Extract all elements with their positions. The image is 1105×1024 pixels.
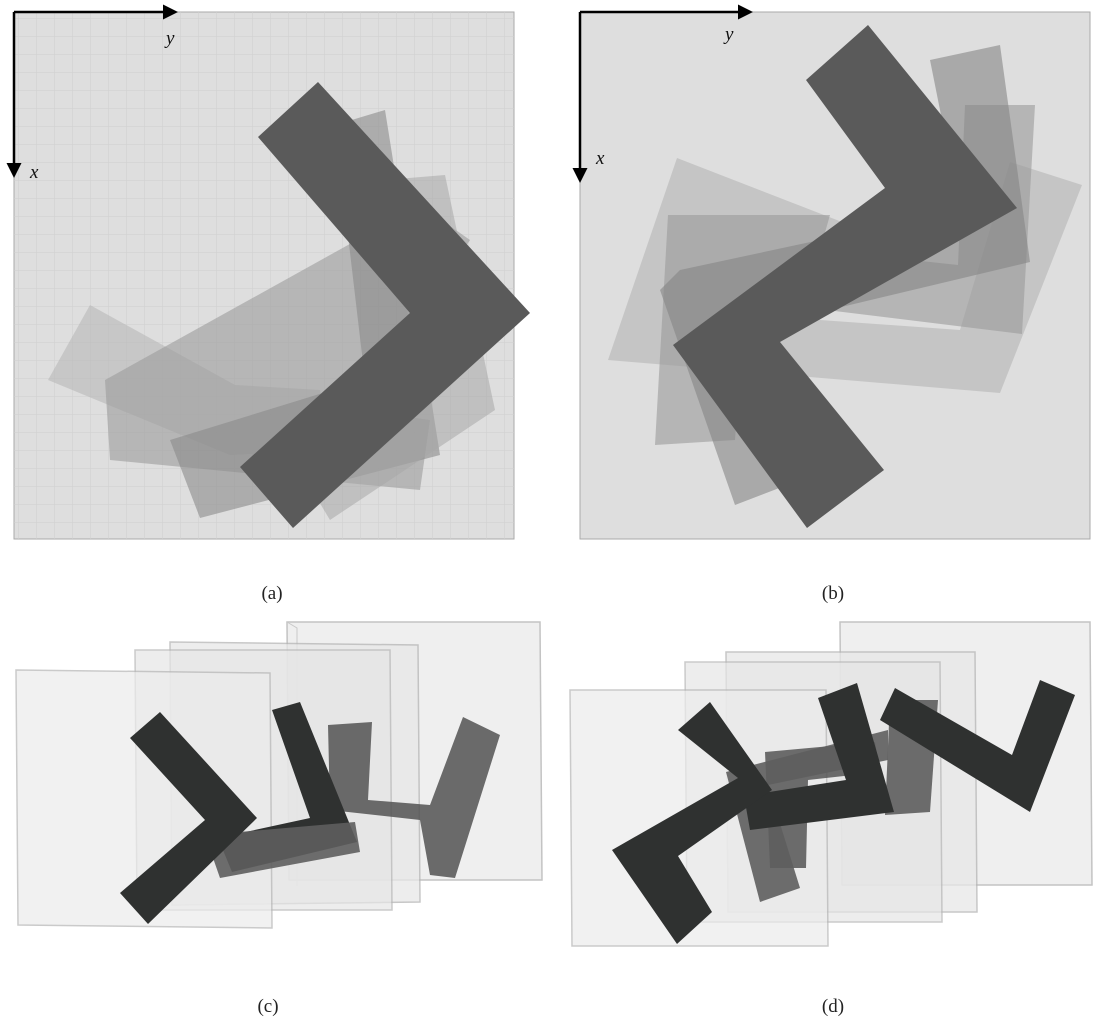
panel-a-caption: (a) bbox=[261, 583, 283, 604]
panel-a bbox=[6, 4, 530, 540]
panel-d-shape-4b bbox=[880, 680, 1075, 812]
panel-d-shape-2b bbox=[744, 683, 894, 830]
panel-b-y-axis-label: y bbox=[725, 24, 734, 45]
panel-c-shape-4 bbox=[328, 717, 500, 878]
panel-b-caption: (b) bbox=[821, 583, 845, 604]
panel-a-x-axis-label: x bbox=[30, 162, 39, 183]
panel-d-shape-1 bbox=[612, 702, 772, 944]
panel-a-y-axis-label: y bbox=[166, 28, 175, 49]
panel-c-caption: (c) bbox=[257, 996, 279, 1017]
panel-b-x-axis-label: x bbox=[596, 148, 605, 169]
panel-c-shape-1 bbox=[120, 712, 257, 924]
panel-d-caption: (d) bbox=[821, 996, 845, 1017]
panel-b bbox=[572, 4, 1091, 540]
panel-b-main-shape bbox=[673, 25, 1017, 528]
panel-c bbox=[15, 621, 543, 929]
panel-c-shape-2 bbox=[205, 822, 360, 878]
panel-d bbox=[569, 621, 1093, 947]
panel-d-shape-2a bbox=[726, 730, 888, 902]
panel-a-main-shape bbox=[240, 82, 530, 528]
